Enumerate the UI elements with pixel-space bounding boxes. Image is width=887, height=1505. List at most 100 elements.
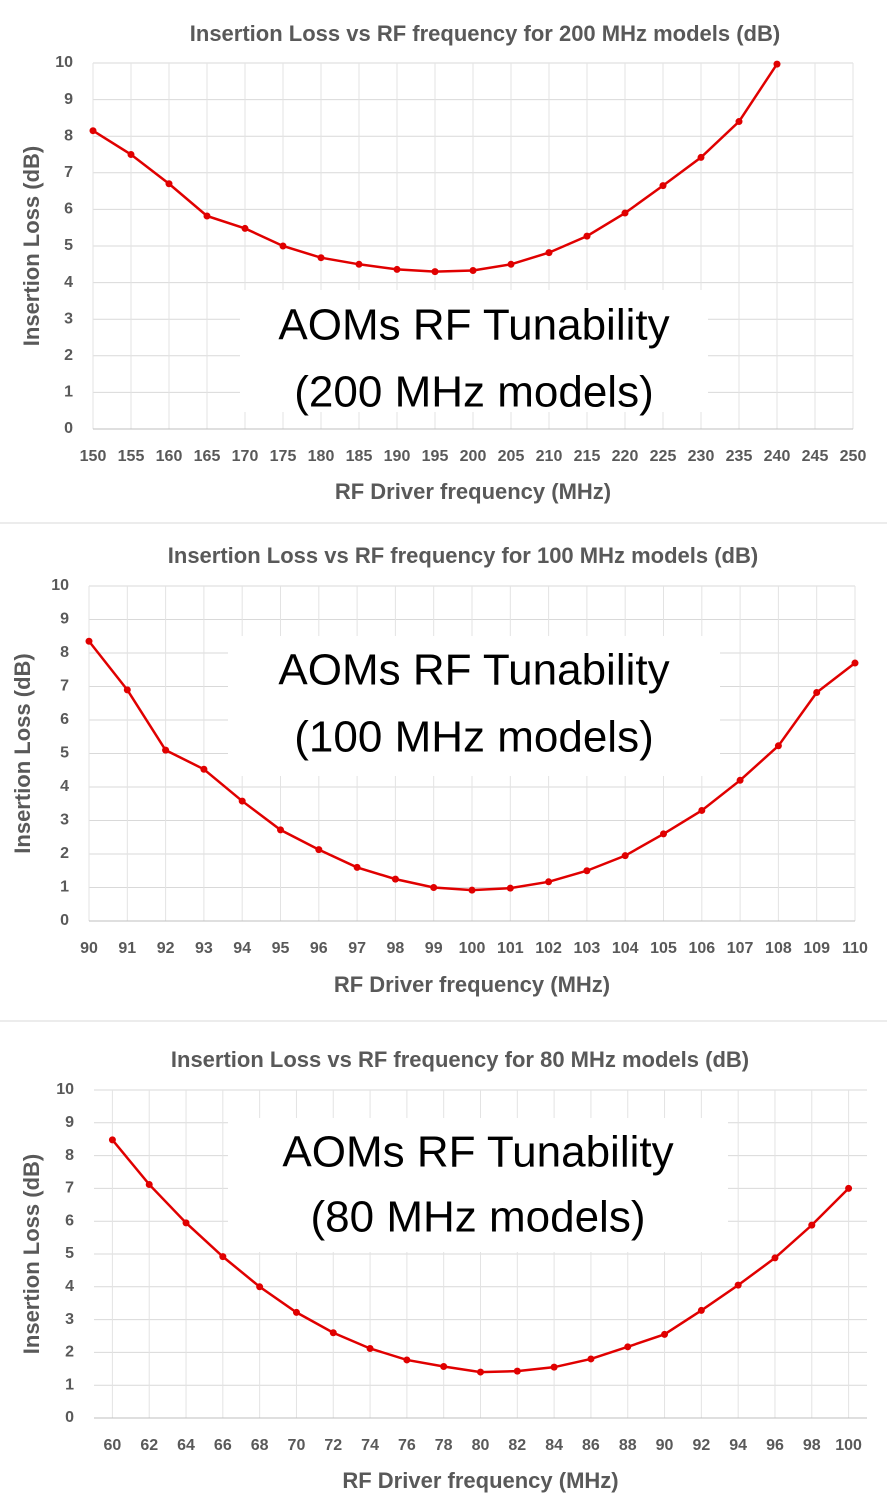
y-tick-label: 2 (65, 1344, 74, 1361)
x-tick-label: 88 (619, 1437, 637, 1454)
data-point (773, 60, 781, 68)
x-tick-label: 185 (346, 448, 373, 465)
annotation-box (228, 1118, 728, 1252)
data-point (277, 826, 284, 834)
x-tick-label: 108 (765, 940, 792, 957)
x-tick-label: 96 (310, 940, 328, 957)
x-tick-label: 76 (398, 1437, 416, 1454)
x-tick-label: 190 (384, 448, 411, 465)
x-tick-label: 110 (842, 940, 868, 957)
data-point (735, 118, 743, 126)
x-tick-label: 93 (195, 940, 213, 957)
x-tick-label: 155 (118, 448, 145, 465)
x-tick-label: 70 (288, 1437, 306, 1454)
y-tick-label: 3 (64, 310, 73, 327)
x-tick-label: 60 (104, 1437, 122, 1454)
x-tick-label: 97 (348, 940, 366, 957)
data-point (355, 260, 363, 268)
y-tick-label: 10 (56, 1081, 74, 1098)
x-tick-label: 95 (272, 940, 290, 957)
y-tick-label: 6 (64, 201, 73, 218)
x-tick-label: 205 (498, 448, 525, 465)
data-point (513, 1367, 521, 1375)
y-tick-label: 7 (65, 1180, 74, 1197)
annotation: (200 MHz models) (294, 368, 653, 417)
y-tick-label: 0 (60, 912, 69, 929)
x-tick-label: 250 (840, 448, 867, 465)
x-tick-label: 107 (727, 940, 754, 957)
annotation-box (228, 636, 720, 776)
data-point (583, 867, 591, 875)
data-point (734, 1281, 742, 1289)
x-tick-label: 84 (545, 1437, 563, 1454)
data-point (469, 267, 477, 275)
x-tick-label: 150 (80, 448, 107, 465)
x-tick-label: 82 (508, 1437, 526, 1454)
y-tick-label: 3 (65, 1311, 74, 1328)
x-tick-label: 100 (835, 1437, 862, 1454)
y-tick-label: 8 (65, 1147, 74, 1164)
data-point (697, 1306, 705, 1314)
data-point (621, 852, 629, 860)
data-point (238, 797, 246, 805)
y-tick-label: 0 (64, 420, 73, 437)
chart-title: Insertion Loss vs RF frequency for 200 M… (190, 21, 780, 46)
data-point (661, 1330, 669, 1338)
data-point (391, 875, 399, 883)
data-point (440, 1363, 448, 1371)
y-tick-label: 0 (65, 1409, 74, 1426)
x-tick-label: 94 (233, 940, 251, 957)
data-point (771, 1254, 779, 1262)
x-tick-label: 109 (803, 940, 830, 957)
data-point (353, 863, 361, 871)
data-point (219, 1253, 227, 1261)
y-tick-label: 9 (60, 611, 69, 628)
data-point (808, 1221, 816, 1229)
data-point (165, 180, 173, 188)
data-point (587, 1355, 595, 1363)
y-axis-label: Insertion Loss (dB) (10, 653, 35, 853)
x-tick-label: 102 (535, 940, 562, 957)
data-point (506, 884, 514, 892)
x-tick-label: 68 (251, 1437, 269, 1454)
data-point (468, 886, 476, 894)
x-tick-label: 66 (214, 1437, 232, 1454)
data-point (200, 765, 208, 773)
chart-title: Insertion Loss vs RF frequency for 100 M… (168, 543, 758, 568)
data-point (430, 884, 438, 891)
y-tick-label: 1 (64, 384, 73, 401)
data-point (583, 232, 591, 240)
x-tick-label: 106 (688, 940, 715, 957)
data-point (393, 265, 401, 273)
x-tick-label: 91 (118, 940, 136, 957)
x-tick-label: 98 (803, 1437, 821, 1454)
data-point (403, 1356, 411, 1364)
data-point (621, 209, 629, 217)
x-tick-label: 62 (140, 1437, 158, 1454)
x-tick-label: 235 (726, 448, 753, 465)
data-point (477, 1368, 484, 1376)
chart-title: Insertion Loss vs RF frequency for 80 MH… (171, 1047, 749, 1072)
y-tick-label: 6 (60, 711, 69, 728)
x-tick-label: 74 (361, 1437, 379, 1454)
data-point (366, 1344, 374, 1352)
x-tick-label: 240 (764, 448, 791, 465)
data-point (545, 249, 553, 257)
data-point (85, 637, 93, 645)
y-tick-label: 4 (64, 274, 73, 291)
data-point (736, 776, 744, 784)
x-tick-label: 101 (497, 940, 524, 957)
data-point (660, 830, 667, 838)
data-point (845, 1184, 853, 1192)
data-point (182, 1219, 190, 1227)
x-tick-label: 90 (80, 940, 98, 957)
x-tick-label: 104 (612, 940, 639, 957)
y-tick-label: 8 (60, 644, 69, 661)
x-axis-label: RF Driver frequency (MHz) (334, 972, 610, 997)
y-tick-label: 5 (65, 1245, 74, 1262)
x-tick-label: 225 (650, 448, 677, 465)
data-point (317, 254, 325, 262)
y-tick-label: 4 (60, 778, 69, 795)
x-tick-label: 72 (324, 1437, 342, 1454)
